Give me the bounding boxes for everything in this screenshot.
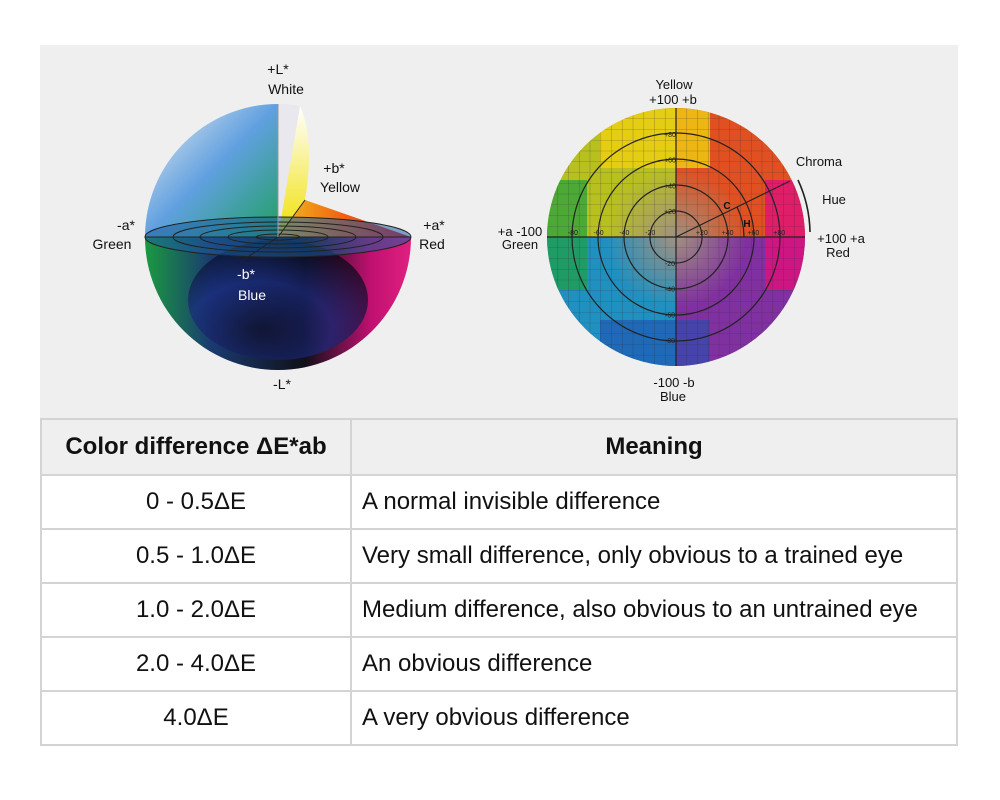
sphere-b-axis: +b*: [323, 160, 345, 176]
sphere-red-label: Red: [419, 236, 445, 252]
tick-label-y: +40: [664, 183, 676, 190]
table-row: 0 - 0.5ΔE A normal invisible difference: [40, 474, 958, 530]
meaning-cell: Very small difference, only obvious to a…: [350, 528, 958, 584]
tick-label-x: -20: [645, 230, 655, 237]
plane-plus-a-axis: +100 +a: [817, 231, 865, 246]
tick-label-y: +20: [664, 209, 676, 216]
tick-label-x: +60: [747, 230, 759, 237]
lab-sphere: [144, 104, 412, 370]
sphere-white-label: White: [268, 81, 304, 97]
tick-label-y: +80: [664, 132, 676, 139]
delta-e-cell: 0.5 - 1.0ΔE: [40, 528, 352, 584]
ab-plane: -80 -60 -40 -20 +20 +40 +60 +80 +80 +60 +40 +20 -20 -…: [547, 108, 811, 366]
header-meaning: Meaning: [350, 418, 958, 476]
sphere-blue-label: Blue: [238, 287, 266, 303]
hue-label: Hue: [822, 192, 846, 207]
sphere-bottom-axis: -L*: [273, 376, 291, 392]
color-space-diagrams: +L* White +b* Yellow -a* Green +a* Red -…: [93, 61, 866, 404]
plane-blue-label: Blue: [660, 389, 686, 404]
table-row: 1.0 - 2.0ΔE Medium difference, also obvio…: [40, 582, 958, 638]
sphere-yellow-label: Yellow: [320, 179, 361, 195]
meaning-cell: A normal invisible difference: [350, 474, 958, 530]
plane-red-label: Red: [826, 245, 850, 260]
sphere-minus-a-axis: -a*: [117, 217, 135, 233]
tick-label-y: -80: [665, 338, 675, 345]
delta-e-cell: 4.0ΔE: [40, 690, 352, 746]
c-label: C: [723, 201, 730, 212]
header-color-difference: Color difference ΔE*ab: [40, 418, 352, 476]
tick-label-x: +20: [696, 230, 708, 237]
tick-label-x: +40: [722, 230, 734, 237]
delta-e-cell: 0 - 0.5ΔE: [40, 474, 352, 530]
sphere-green-label: Green: [93, 236, 132, 252]
sphere-a-axis: +a*: [423, 217, 445, 233]
meaning-cell: Medium difference, also obvious to an un…: [350, 582, 958, 638]
sphere-minus-b-axis: -b*: [237, 266, 255, 282]
tick-label-x: -80: [568, 230, 578, 237]
plane-green-label: Green: [502, 237, 538, 252]
meaning-cell: A very obvious difference: [350, 690, 958, 746]
plane-yellow-label: Yellow: [655, 77, 693, 92]
plane-minus-a-axis: +a -100: [498, 224, 542, 239]
table-row: 2.0 - 4.0ΔE An obvious difference: [40, 636, 958, 692]
table-row: 4.0ΔE A very obvious difference: [40, 690, 958, 746]
tick-label-x: -60: [594, 230, 604, 237]
plane-minus-b-axis: -100 -b: [653, 375, 694, 390]
meaning-cell: An obvious difference: [350, 636, 958, 692]
table-header-row: Color difference ΔE*ab Meaning: [40, 418, 958, 476]
plane-plus-b-axis: +100 +b: [649, 92, 697, 107]
tick-label-y: -20: [665, 261, 675, 268]
tick-label-y: -40: [665, 287, 675, 294]
tick-label-x: +80: [773, 230, 785, 237]
table-row: 0.5 - 1.0ΔE Very small difference, only o…: [40, 528, 958, 584]
tick-label-y: -60: [665, 312, 675, 319]
delta-e-cell: 1.0 - 2.0ΔE: [40, 582, 352, 638]
sphere-top-axis: +L*: [267, 61, 289, 77]
tick-label-x: -40: [619, 230, 629, 237]
h-label: H: [743, 219, 750, 230]
delta-e-cell: 2.0 - 4.0ΔE: [40, 636, 352, 692]
color-difference-table: Color difference ΔE*ab Meaning 0 - 0.5ΔE…: [40, 418, 958, 746]
tick-label-y: +60: [664, 158, 676, 165]
chroma-label: Chroma: [796, 154, 843, 169]
